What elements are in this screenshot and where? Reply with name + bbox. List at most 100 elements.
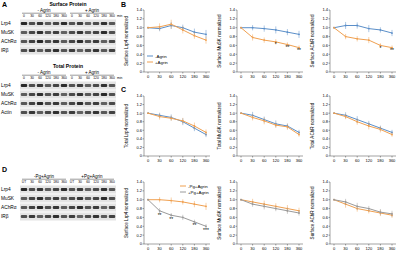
x-tick-label: 0 [147, 74, 150, 79]
error-bar [182, 118, 183, 125]
y-tick-label: 1.2 [229, 102, 235, 107]
blot-row-label: Lrp4 [1, 187, 11, 192]
blot-band [101, 111, 107, 114]
figure: ABCDSurface Protein- Agrin+ Agrin0306012… [0, 0, 400, 257]
y-tick-label: 0 [326, 69, 329, 74]
blot-time: 180 [53, 76, 59, 80]
y-tick-label: 1.0 [322, 111, 328, 116]
y-tick [329, 130, 331, 131]
blot-time: 120 [93, 180, 99, 184]
blot-band [37, 31, 43, 34]
point [356, 25, 358, 27]
y-tick-label: 0.2 [322, 145, 328, 150]
point [333, 27, 335, 29]
y-tick-label: 1.4 [229, 179, 235, 184]
point [287, 126, 289, 128]
blot-band [29, 93, 35, 96]
blot-band [61, 102, 67, 105]
x-tick-label: 120 [179, 74, 186, 79]
y-tick-label: 1.4 [229, 7, 235, 12]
group-bar [22, 13, 66, 14]
y-tick-label: 1.2 [229, 16, 235, 21]
blot-band [69, 102, 75, 105]
blot-band [37, 197, 43, 200]
y-tick [329, 10, 331, 11]
blot-band [45, 197, 51, 200]
blot-band [109, 102, 115, 105]
y-tick-label: 0.8 [229, 34, 235, 39]
x-tick-label: 180 [191, 246, 198, 251]
error-bar [345, 22, 346, 29]
y-tick-label: 1.4 [136, 93, 142, 98]
y-tick [329, 156, 331, 157]
y-tick [329, 36, 331, 37]
point [368, 28, 370, 30]
point [182, 201, 184, 203]
y-tick [236, 10, 238, 11]
y-tick [236, 36, 238, 37]
point [275, 29, 277, 31]
y-tick-label: 0 [140, 69, 143, 74]
blot-band [45, 31, 51, 34]
blot-time: 120 [93, 76, 99, 80]
blot-band [69, 93, 75, 96]
blot-time: 360 [61, 76, 67, 80]
blot-time: 360 [109, 14, 115, 18]
y-tick [329, 27, 331, 28]
x-tick-label: 360 [296, 158, 303, 163]
point [263, 39, 265, 41]
y-tick-label: 0.4 [229, 224, 235, 229]
y-tick [143, 199, 145, 200]
blot-band [37, 49, 43, 52]
y-tick [143, 182, 145, 183]
significance: ** [169, 216, 173, 222]
blot-band [45, 111, 51, 114]
y-tick [143, 156, 145, 157]
error-bar [159, 197, 160, 202]
blot-group: - Agrin [37, 8, 51, 13]
blot-time: 180 [101, 180, 107, 184]
y-tick [236, 156, 238, 157]
blot-group: - Agrin [37, 70, 51, 75]
x-tick-label: 180 [284, 246, 291, 251]
blot-band [37, 102, 43, 105]
blot-band [21, 206, 27, 209]
y-tick [143, 72, 145, 73]
point [159, 199, 161, 201]
y-tick [236, 96, 238, 97]
x-axis [330, 156, 396, 157]
blot-band [85, 188, 91, 191]
blot-band [29, 84, 35, 87]
x-tick-label: 180 [377, 158, 384, 163]
blot-band [101, 22, 107, 25]
error-bar [345, 199, 346, 205]
point [263, 28, 265, 30]
y-tick-label: 1.0 [136, 197, 142, 202]
x-axis [237, 156, 303, 157]
y-tick-label: 0.4 [136, 224, 142, 229]
x-tick-label: 180 [191, 158, 198, 163]
line-chart: Surface AChR normalized00.20.40.60.81.01… [310, 179, 396, 251]
point [368, 39, 370, 41]
y-tick [236, 190, 238, 191]
blot-band [69, 206, 75, 209]
blot-time: 60 [86, 76, 90, 80]
y-tick [329, 147, 331, 148]
y-tick-label: 0 [140, 241, 143, 246]
blot-band [101, 188, 107, 191]
blot-time: 30 [78, 180, 82, 184]
point [205, 33, 207, 35]
y-axis-label: Surface MuSK normalized [217, 14, 222, 68]
error-bar [252, 114, 253, 120]
blot-band [69, 40, 75, 43]
blot-time: 180 [53, 180, 59, 184]
point [263, 120, 265, 122]
blot-time: 30 [30, 14, 34, 18]
blot-band [93, 102, 99, 105]
point [252, 37, 254, 39]
point [147, 199, 149, 201]
plot-area [240, 25, 300, 50]
x-tick-label: 120 [365, 74, 372, 79]
error-bar [171, 114, 172, 120]
x-tick-label: 30 [157, 74, 162, 79]
